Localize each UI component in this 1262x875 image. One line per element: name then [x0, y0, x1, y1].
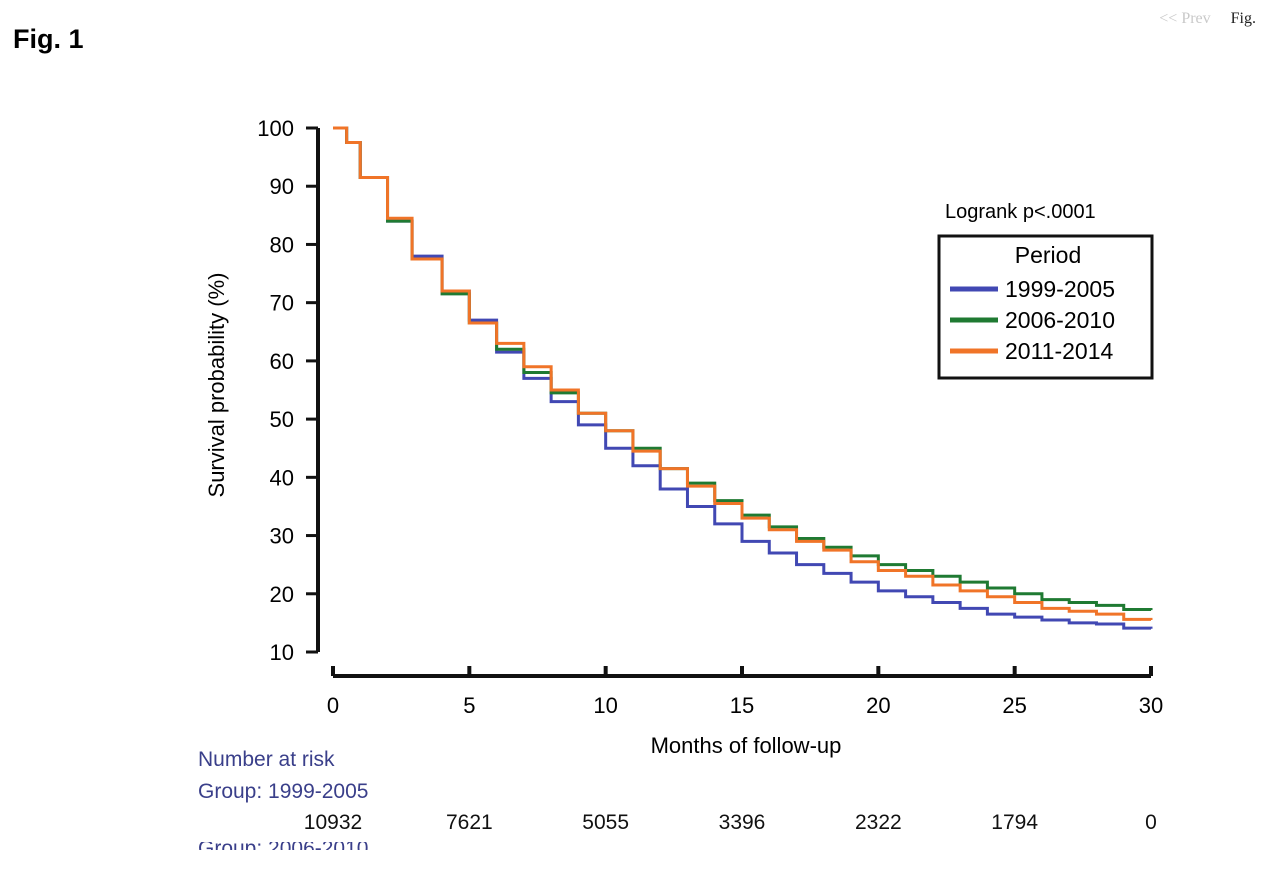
x-axis-label: Months of follow-up — [651, 733, 842, 758]
series-group — [333, 126, 1153, 630]
x-tick-label: 15 — [730, 693, 754, 718]
y-tick-label: 90 — [270, 174, 294, 199]
x-tick-label: 5 — [463, 693, 475, 718]
logrank-annotation: Logrank p<.0001 — [945, 201, 1096, 223]
y-tick-label: 100 — [257, 116, 294, 141]
y-tick-label: 10 — [270, 640, 294, 665]
series-line-2011-2014 — [333, 126, 1153, 621]
y-tick-label: 40 — [270, 465, 294, 490]
y-axis-label: Survival probability (%) — [204, 273, 229, 498]
prev-link[interactable]: << Prev — [1159, 10, 1211, 27]
x-tick-label: 30 — [1139, 693, 1163, 718]
legend-label-2006-2010: 2006-2010 — [1005, 307, 1115, 333]
legend: Period 1999-2005 2006-2010 2011-2014 — [937, 234, 1154, 380]
legend-box — [937, 234, 1154, 380]
y-tick-label: 60 — [270, 349, 294, 374]
legend-title: Period — [1015, 242, 1081, 268]
y-tick-label: 70 — [270, 291, 294, 316]
y-tick-label: 20 — [270, 582, 294, 607]
x-tick-label: 20 — [866, 693, 890, 718]
series-line-2006-2010 — [333, 126, 1153, 611]
y-axis: 10 20 30 40 50 60 70 80 90 100 — [257, 116, 320, 665]
x-axis: 0 5 10 15 20 25 30 — [327, 666, 1163, 718]
x-tick-label: 10 — [593, 693, 617, 718]
y-tick-label: 50 — [270, 407, 294, 432]
legend-label-2011-2014: 2011-2014 — [1005, 338, 1113, 364]
figure-title: Fig. 1 — [13, 24, 84, 54]
y-tick-label: 30 — [270, 524, 294, 549]
legend-label-1999-2005: 1999-2005 — [1005, 276, 1115, 302]
figure-nav: << Prev Fig. — [1159, 10, 1256, 28]
x-tick-label: 0 — [327, 693, 339, 718]
fig-link[interactable]: Fig. — [1230, 10, 1256, 27]
y-tick-label: 80 — [270, 232, 294, 257]
x-tick-label: 25 — [1002, 693, 1026, 718]
